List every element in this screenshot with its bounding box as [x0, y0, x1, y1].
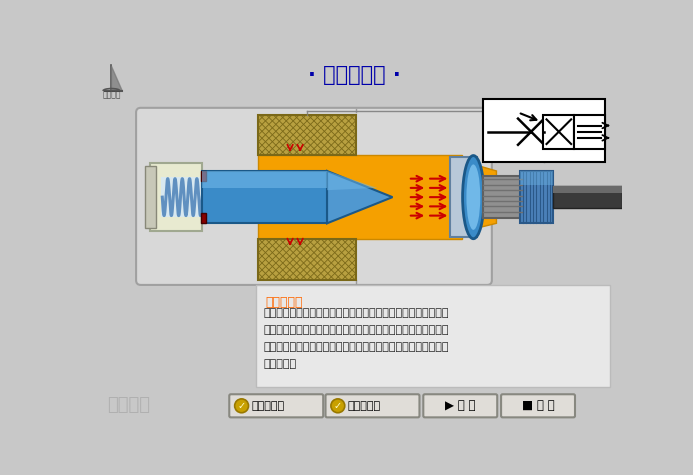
- Bar: [520, 171, 553, 185]
- FancyBboxPatch shape: [423, 394, 498, 418]
- Text: 节流口增大: 节流口增大: [348, 401, 381, 411]
- Text: ✓: ✓: [238, 401, 245, 411]
- Ellipse shape: [463, 155, 484, 239]
- Text: 的作用。调节螺钉可以调节节流阀阀面积，及可以调节排气口出: 的作用。调节螺钉可以调节节流阀阀面积，及可以调节排气口出: [264, 342, 450, 352]
- Bar: [258, 155, 462, 239]
- FancyBboxPatch shape: [136, 108, 492, 285]
- FancyBboxPatch shape: [229, 394, 323, 418]
- Text: ■ 复 位: ■ 复 位: [522, 399, 554, 412]
- Polygon shape: [327, 171, 392, 223]
- Bar: [553, 186, 622, 193]
- Bar: [201, 213, 207, 223]
- Bar: [482, 176, 523, 218]
- Bar: [258, 115, 356, 155]
- Bar: [201, 171, 207, 181]
- Bar: [146, 166, 156, 228]
- Text: 机工教育: 机工教育: [107, 396, 150, 414]
- Bar: [258, 239, 356, 279]
- Bar: [258, 239, 356, 240]
- Circle shape: [235, 399, 249, 413]
- Bar: [150, 163, 202, 231]
- Polygon shape: [462, 161, 496, 232]
- Text: ▶ 播 放: ▶ 播 放: [445, 399, 475, 412]
- Text: 功能说明：: 功能说明：: [265, 296, 303, 309]
- Text: 口量大小。: 口量大小。: [264, 359, 297, 369]
- FancyBboxPatch shape: [501, 394, 575, 418]
- Bar: [256, 285, 611, 387]
- FancyBboxPatch shape: [326, 394, 419, 418]
- Bar: [574, 115, 605, 149]
- Text: ✓: ✓: [334, 401, 342, 411]
- Bar: [520, 171, 553, 223]
- Bar: [202, 171, 327, 223]
- Bar: [553, 186, 622, 208]
- Bar: [202, 171, 327, 188]
- Text: 节流口减小: 节流口减小: [252, 401, 285, 411]
- Bar: [543, 115, 574, 149]
- Text: 气体从进气口进入阀内，由节流口节流后经消声器排出，因而，: 气体从进气口进入阀内，由节流口节流后经消声器排出，因而，: [264, 308, 450, 318]
- Text: 达岸教育: 达岸教育: [103, 91, 121, 100]
- Bar: [450, 157, 477, 237]
- Text: 排气节流阀不仅能调节执行元件的运动速度，还能起到降低噪声: 排气节流阀不仅能调节执行元件的运动速度，还能起到降低噪声: [264, 325, 450, 335]
- Ellipse shape: [466, 164, 480, 230]
- Bar: [484, 99, 605, 162]
- Circle shape: [331, 399, 345, 413]
- Polygon shape: [112, 66, 122, 91]
- Text: · 排气节流阀 ·: · 排气节流阀 ·: [308, 66, 401, 86]
- Polygon shape: [327, 171, 377, 190]
- Bar: [161, 177, 204, 217]
